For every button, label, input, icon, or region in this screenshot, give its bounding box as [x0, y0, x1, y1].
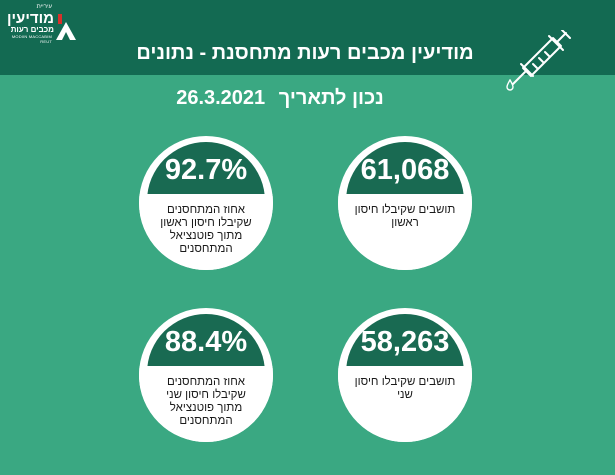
city-logo: עיריית מודיעין מכבים רעות MODIIN MACCABI… — [6, 4, 76, 44]
stat-card-second-dose-residents: 58,263 תושבים שקיבלו חיסון שני — [338, 308, 472, 442]
logo-english-text: MODIIN MACCABIM REUT — [11, 34, 52, 44]
stat-value: 88.4% — [164, 326, 248, 358]
as-of-label: נכון לתאריך — [278, 87, 384, 109]
as-of-date-line: נכון לתאריך 26.3.2021 — [150, 87, 410, 110]
stat-caption: תושבים שקיבלו חיסון שני — [354, 376, 456, 401]
stat-value: 58,263 — [360, 326, 450, 358]
logo-small-text: עיריית — [36, 4, 52, 10]
stat-card-second-dose-percent: 88.4% אחוז המתחסנים שקיבלו חיסון שני מתו… — [139, 308, 273, 442]
stat-caption: אחוז המתחסנים שקיבלו חיסון ראשון מתוך פו… — [160, 204, 252, 255]
stat-value: 92.7% — [164, 154, 248, 186]
as-of-date: 26.3.2021 — [176, 87, 266, 109]
logo-sub-name: מכבים רעות — [10, 25, 54, 34]
logo-name: מודיעין — [7, 10, 54, 27]
stat-card-first-dose-percent: 92.7% אחוז המתחסנים שקיבלו חיסון ראשון מ… — [139, 136, 273, 270]
header-bar: עיריית מודיעין מכבים רעות MODIIN MACCABI… — [0, 0, 615, 85]
logo-emblem-icon — [56, 14, 76, 40]
syringe-icon — [512, 30, 571, 85]
stat-caption: אחוז המתחסנים שקיבלו חיסון שני מתוך פוטנ… — [166, 376, 246, 427]
drop-icon — [506, 79, 514, 91]
stat-value: 61,068 — [360, 154, 450, 186]
page-title: מודיעין מכבים רעות מתחסנת - נתונים — [136, 42, 474, 64]
stat-card-first-dose-residents: 61,068 תושבים שקיבלו חיסון ראשון — [338, 136, 472, 270]
stat-caption: תושבים שקיבלו חיסון ראשון — [354, 204, 456, 229]
